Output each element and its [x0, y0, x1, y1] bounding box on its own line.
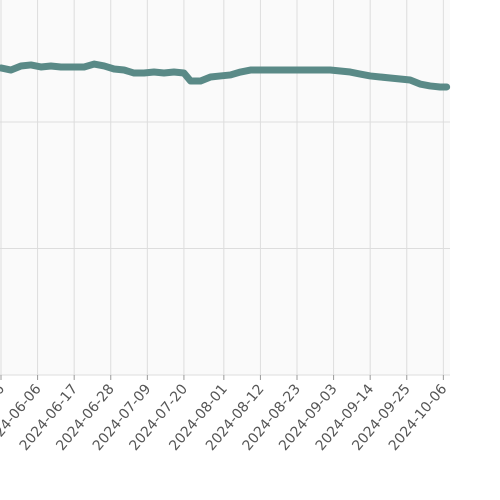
plot-background [0, 0, 450, 375]
marks [0, 60, 451, 91]
x-axis-labels: 2024-05-262024-06-062024-06-172024-06-28… [0, 381, 450, 454]
grid [0, 0, 450, 380]
data-line [0, 60, 451, 91]
